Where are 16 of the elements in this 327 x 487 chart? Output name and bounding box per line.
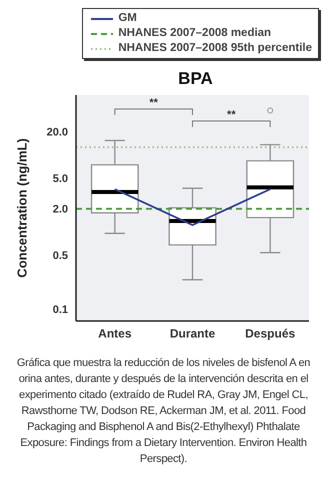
x-tick-label: Antes (98, 326, 132, 341)
x-tick-label: Durante (170, 326, 216, 341)
legend-label: NHANES 2007–2008 median (118, 26, 272, 41)
y-tick-label: 2.0 (52, 204, 68, 216)
y-tick-label: 5.0 (52, 173, 68, 186)
y-tick-label: 20.0 (46, 126, 68, 139)
y-tick-label: 0.5 (52, 250, 68, 262)
y-axis-title: Concentration (ng/mL) (14, 138, 30, 278)
x-tick-label: Después (245, 326, 296, 341)
annotation: ** (149, 97, 159, 109)
y-tick-label: 0.1 (52, 304, 68, 316)
legend-label: GM (118, 11, 137, 26)
annotation: ** (227, 109, 236, 121)
text: Gráfica que muestra la reducción de los niveles de bisfenol A en orina antes, durante y después de la intervención descrita en el experimento citado (extraído de Rudel RA, Gray JM, Engel CL, Rawsthorne TW, Dodson RE, Ackerman JM, et al. 2011. Food Packaging and Bisphenol A and Bis(2-Ethylhexyl) Phthalate Exposure: Findings from a Dietary Intervention. Environ Health Perspect). (16, 356, 312, 467)
legend-label: NHANES 2007–2008 95th percentile (118, 41, 312, 56)
chart-title: BPA (177, 69, 214, 89)
